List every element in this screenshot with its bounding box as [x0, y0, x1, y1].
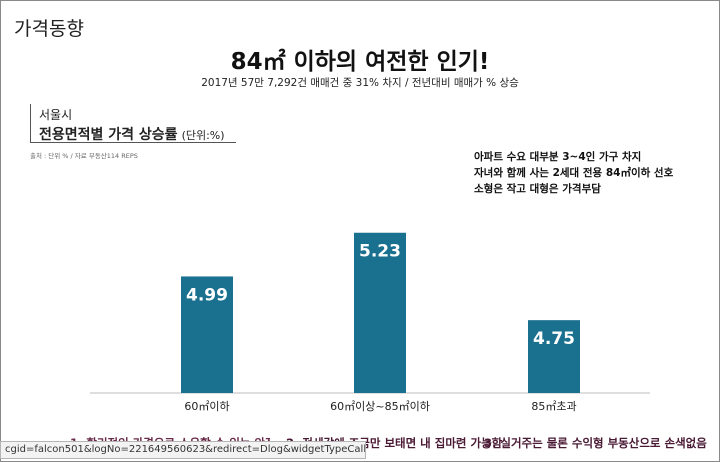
heading-side-rule	[30, 104, 31, 142]
category-label-1: 60㎡이하	[184, 399, 229, 413]
browser-status-url: cgid=falcon501&logNo=221649560623&redire…	[0, 441, 366, 459]
data-label-1: 4.99	[186, 285, 228, 305]
chart-heading-text: 전용면적별 가격 상승률	[39, 127, 178, 143]
bar-2	[354, 232, 406, 393]
section-title: 가격동향	[14, 18, 84, 40]
data-label-2: 5.23	[359, 242, 401, 262]
main-title: 84㎡ 이하의 여전한 인기!	[230, 49, 490, 75]
heading-underline	[30, 142, 236, 143]
notes-box: 아파트 수요 대부분 3~4인 가구 차지 자녀와 함께 사는 2세대 전용 8…	[474, 149, 673, 197]
chart-unit: (단위:%)	[181, 129, 225, 142]
region-label: 서울시	[39, 108, 73, 122]
category-label-3: 85㎡초과	[531, 400, 576, 413]
note-line-1: 아파트 수요 대부분 3~4인 가구 차지	[474, 151, 642, 163]
note-line-2: 자녀와 함께 사는 2세대 전용 84㎡이하 선호	[474, 167, 674, 179]
bar-1	[181, 276, 233, 393]
footer-item-3: 3. 실거주는 물론 수익형 부동산으로 손색없음	[484, 436, 707, 450]
chart-heading: 전용면적별 가격 상승률 (단위:%)	[39, 124, 225, 144]
note-line-3: 소형은 작고 대형은 가격부담	[474, 183, 601, 195]
bar-3	[528, 320, 580, 393]
data-label-3: 4.75	[533, 329, 575, 349]
sub-title: 2017년 57만 7,292건 매매건 중 31% 차지 / 전년대비 매매가…	[201, 77, 519, 89]
source-note: 출처 : 단위 % / 자료 부동산114 REPS	[30, 152, 138, 160]
category-label-2: 60㎡이상~85㎡이하	[330, 399, 430, 413]
